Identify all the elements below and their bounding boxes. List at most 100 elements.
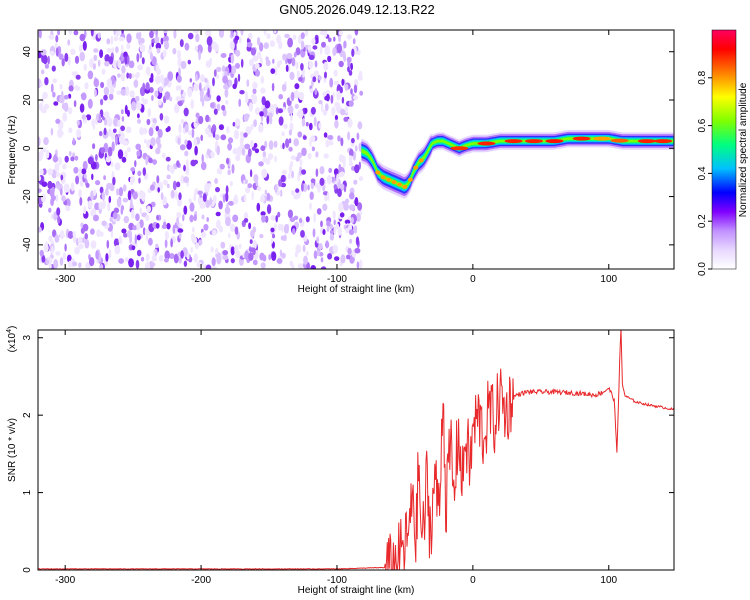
noise-speckle [98,113,102,124]
noise-speckle [41,193,46,203]
noise-speckle [135,143,141,150]
noise-speckle [294,83,300,90]
noise-speckle [41,254,46,263]
noise-speckle [307,184,310,191]
noise-speckle [126,72,130,79]
noise-speckle [315,37,319,43]
noise-speckle [41,181,48,187]
noise-speckle [43,103,50,110]
colorbar-tick-label: 0.6 [697,118,708,132]
noise-speckle [134,234,137,245]
noise-speckle [268,254,272,261]
spectrogram-xlabel: Height of straight line (km) [298,284,415,295]
noise-speckle [338,163,342,172]
noise-speckle [145,253,150,262]
noise-speckle [347,66,350,73]
noise-speckle [141,57,145,65]
noise-speckle [95,250,99,260]
noise-speckle [150,137,156,147]
noise-speckle [258,123,264,133]
noise-speckle [122,197,129,203]
noise-speckle [249,239,253,244]
noise-speckle [155,75,161,84]
noise-speckle [258,161,264,167]
noise-speckle [92,63,96,70]
noise-speckle [287,37,293,48]
noise-speckle [222,250,229,256]
noise-speckle [246,42,253,48]
noise-speckle [112,128,117,134]
noise-speckle [225,216,231,227]
noise-speckle [232,83,237,90]
noise-speckle [287,209,293,219]
noise-speckle [252,81,258,89]
noise-speckle [130,175,135,184]
noise-speckle [194,145,198,156]
noise-speckle [307,45,312,51]
noise-speckle [106,78,113,88]
snr-scale-prefix: (x10 [7,332,18,352]
noise-speckle [81,168,87,175]
noise-speckle [139,219,144,229]
noise-speckle [63,102,69,112]
noise-speckle [333,184,338,190]
noise-speckle [239,90,245,95]
snr-series-line [38,330,674,570]
noise-speckle [266,115,270,125]
noise-speckle [66,254,72,263]
colorbar-tick-label: 0.8 [697,70,708,84]
noise-speckle [189,214,194,223]
noise-speckle [45,149,50,159]
noise-speckle [161,224,167,229]
noise-speckle [243,193,247,203]
noise-speckle [100,98,104,106]
noise-speckle [168,165,175,173]
noise-speckle [59,230,65,240]
noise-speckle [306,262,310,269]
noise-speckle [295,244,302,254]
noise-speckle [195,73,198,82]
noise-speckle [291,57,296,67]
noise-speckle [329,233,335,241]
noise-speckle [79,103,85,113]
noise-speckle [228,200,234,206]
noise-speckle [240,30,244,36]
noise-speckle [207,132,213,138]
noise-speckle [274,155,277,163]
noise-speckle [124,55,128,65]
spectrogram-ylabel: Frequency (Hz) [7,116,18,185]
noise-speckle [316,236,320,244]
noise-speckle [163,115,170,124]
noise-speckle [317,243,323,250]
noise-speckle [72,261,78,267]
noise-speckle [301,40,305,50]
noise-speckle [216,95,221,102]
noise-speckle [215,211,221,217]
noise-speckle [202,193,207,202]
ridge-spot [391,180,397,185]
noise-speckle [311,146,315,152]
noise-speckle [136,53,140,63]
noise-speckle [244,250,250,260]
noise-speckle [357,121,363,130]
noise-speckle [349,192,355,200]
noise-speckle [215,74,220,79]
noise-speckle [274,184,278,193]
noise-speckle [75,175,80,185]
noise-speckle [226,202,229,213]
noise-speckle [354,145,358,152]
noise-speckle [346,254,351,260]
noise-speckle [260,75,265,84]
noise-speckle [99,49,104,58]
noise-speckle [262,151,266,158]
noise-speckle [260,114,264,122]
noise-speckle [356,132,360,140]
noise-speckle [107,146,113,157]
noise-speckle [320,220,323,228]
noise-speckle [318,75,322,81]
noise-speckle [343,202,349,211]
noise-speckle [276,34,282,45]
noise-speckle [140,37,145,44]
noise-speckle [178,232,182,239]
noise-speckle [57,30,61,36]
